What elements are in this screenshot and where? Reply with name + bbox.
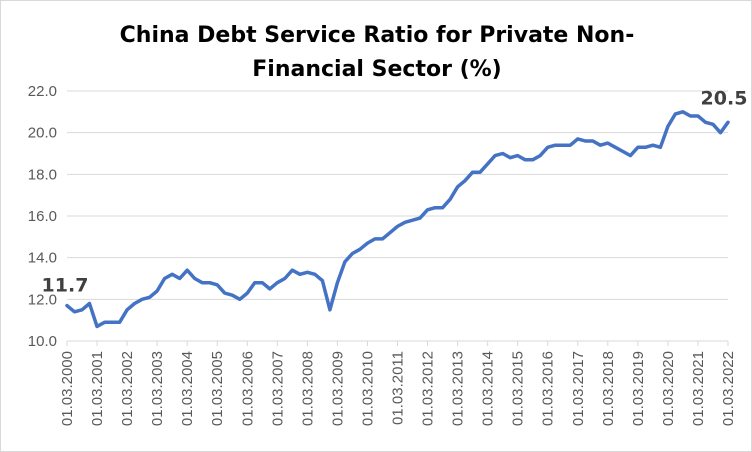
x-tick-label: 01.03.2020 (660, 351, 677, 426)
y-tick-label: 12.0 (28, 291, 57, 308)
x-tick-label: 01.03.2019 (630, 351, 647, 426)
y-tick-label: 20.0 (28, 125, 57, 142)
x-tick-label: 01.03.2014 (480, 351, 497, 426)
chart-title: China Debt Service Ratio for Private Non… (1, 19, 752, 87)
x-tick-label: 01.03.2011 (390, 351, 407, 425)
y-tick-label: 22.0 (28, 83, 57, 100)
gridlines (67, 90, 728, 300)
first-data-label: 11.7 (42, 275, 89, 297)
series (65, 110, 730, 329)
x-tick-label: 01.03.2006 (239, 351, 256, 426)
x-tick-label: 01.03.2012 (420, 351, 437, 426)
y-tick-label: 10.0 (28, 333, 57, 350)
x-tick-label: 01.03.2015 (510, 351, 527, 426)
chart-title-line-1: China Debt Service Ratio for Private Non… (119, 23, 635, 48)
y-tick-label: 14.0 (28, 250, 57, 267)
x-tick-label: 01.03.2010 (359, 351, 376, 426)
y-tick-label: 18.0 (28, 166, 57, 183)
x-tick-label: 01.03.2017 (570, 351, 587, 426)
axes: 10.0 12.0 14.0 16.0 18.0 20.0 22.0 01.03.2000 01… (28, 83, 737, 426)
chart-title-line-2: Financial Sector (%) (252, 57, 502, 82)
x-tick-label: 01.03.2003 (149, 351, 166, 426)
x-tick-label: 01.03.2013 (450, 351, 467, 426)
data-labels: 11.7 20.5 (42, 87, 748, 296)
x-tick-label: 01.03.2007 (269, 351, 286, 426)
series-line (65, 110, 730, 329)
y-tick-label: 16.0 (28, 208, 57, 225)
x-tick-label: 01.03.2018 (600, 351, 617, 426)
x-tick-label: 01.03.2004 (179, 351, 196, 426)
x-tick-label: 01.03.2009 (329, 351, 346, 426)
last-data-label: 20.5 (701, 87, 748, 109)
x-tick-label: 01.03.2001 (89, 351, 106, 426)
x-tick-label: 01.03.2022 (720, 351, 737, 426)
x-tick-label: 01.03.2002 (119, 351, 136, 426)
x-tick-label: 01.03.2021 (690, 351, 707, 426)
x-tick-label: 01.03.2008 (299, 351, 316, 426)
x-tick-label: 01.03.2000 (59, 351, 76, 426)
x-tick-label: 01.03.2005 (209, 351, 226, 426)
x-tick-label: 01.03.2016 (540, 351, 557, 426)
